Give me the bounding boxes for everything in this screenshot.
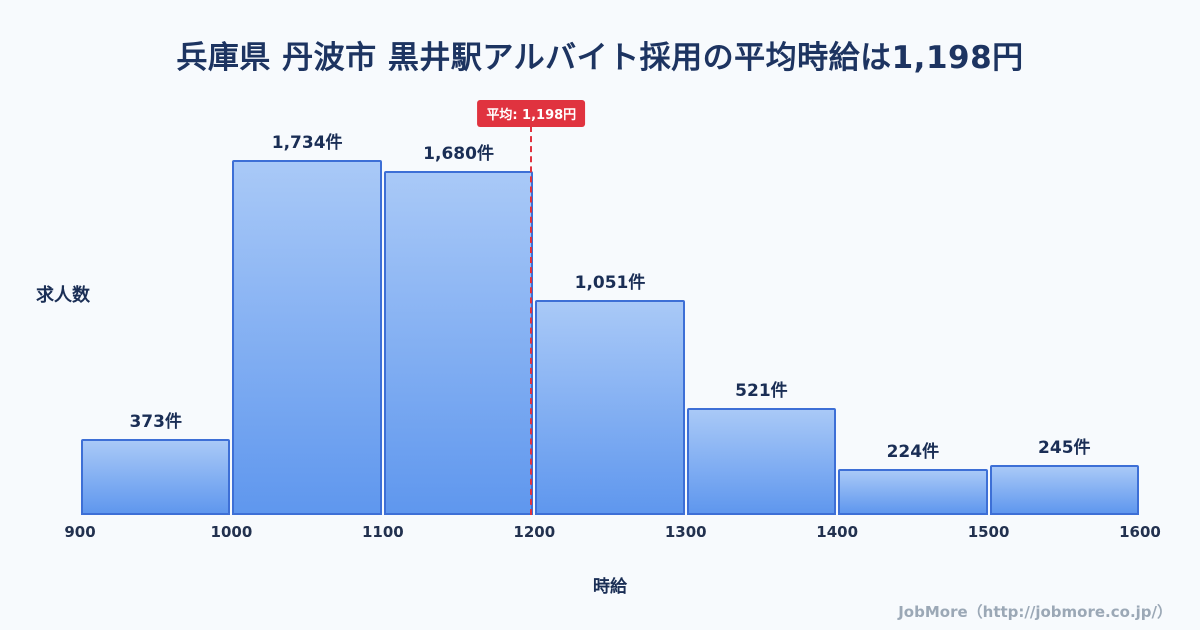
x-tick-label: 1600 <box>1119 523 1161 541</box>
average-line <box>530 126 533 515</box>
histogram-bar <box>535 300 685 515</box>
footer-credit: JobMore（http://jobmore.co.jp/） <box>898 603 1172 621</box>
page-title: 兵庫県 丹波市 黒井駅アルバイト採用の平均時給は1,198円 <box>176 40 1024 76</box>
bar-value-label: 1,051件 <box>574 273 646 293</box>
histogram-bar <box>838 469 988 515</box>
y-axis-label: 求人数 <box>36 285 90 306</box>
x-axis-label: 時給 <box>593 577 627 597</box>
average-badge: 平均: 1,198円 <box>477 100 586 127</box>
x-tick-label: 1500 <box>967 523 1010 541</box>
x-tick-label: 1300 <box>664 523 707 541</box>
bar-value-label: 245件 <box>1038 438 1091 458</box>
histogram-bar <box>383 171 534 515</box>
histogram-bar <box>81 439 231 515</box>
bar-value-label: 1,734件 <box>271 133 343 153</box>
x-axis-ticks: 900 1000 1100 1200 1300 1400 1500 1600 <box>64 523 1161 543</box>
histogram-bar <box>232 160 382 515</box>
bar-value-label: 521件 <box>735 381 788 401</box>
chart: 373件 1,734件 1,680件 1,051件 521件 224件 245件 平均: 1… <box>80 100 1140 515</box>
x-tick-label: 900 <box>64 523 96 541</box>
plot-area: 373件 1,734件 1,680件 1,051件 521件 224件 245件 <box>80 133 1140 515</box>
x-tick-label: 1000 <box>210 523 253 541</box>
bar-value-label: 373件 <box>129 412 182 432</box>
x-tick-label: 1200 <box>513 523 556 541</box>
bar-value-label: 224件 <box>886 442 940 462</box>
bar-value-label: 1,680件 <box>423 144 494 164</box>
x-tick-label: 1100 <box>361 523 404 541</box>
histogram-bar <box>686 408 837 515</box>
x-tick-label: 1400 <box>816 523 859 541</box>
histogram-bar <box>989 465 1139 515</box>
